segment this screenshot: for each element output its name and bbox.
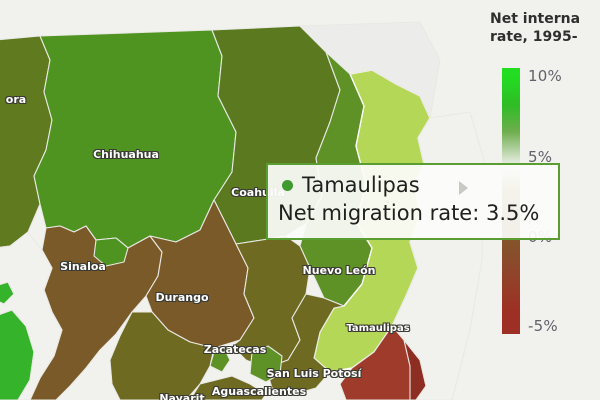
map-tooltip: Tamaulipas Net migration rate: 3.5% bbox=[266, 163, 560, 240]
tooltip-metric: Net migration rate: 3.5% bbox=[278, 201, 540, 225]
legend-tick-10: 10% bbox=[528, 67, 562, 85]
legend-title-line1: Net interna bbox=[490, 11, 581, 27]
legend-title-line2: rate, 1995- bbox=[490, 29, 578, 45]
play-triangle-icon bbox=[459, 181, 468, 195]
legend-tick-5: 5% bbox=[528, 148, 553, 166]
map-region-san-luis-potosi[interactable] bbox=[265, 293, 345, 395]
map-region-chihuahua[interactable] bbox=[33, 29, 237, 249]
legend-tick-neg5: -5% bbox=[528, 317, 558, 335]
legend-title: Net interna rate, 1995- bbox=[490, 10, 600, 46]
map-water-gulf-of-california bbox=[0, 231, 63, 400]
map-region-aguascalientes[interactable] bbox=[249, 345, 283, 383]
map-region-chihuahua-wedge[interactable] bbox=[93, 237, 129, 267]
series-dot-icon bbox=[282, 179, 293, 191]
tooltip-region-name: Tamaulipas bbox=[302, 173, 420, 197]
tooltip-header: Tamaulipas bbox=[278, 171, 548, 199]
map-region-jalisco[interactable] bbox=[189, 375, 267, 400]
map-region-usa-negative-space bbox=[299, 21, 441, 119]
